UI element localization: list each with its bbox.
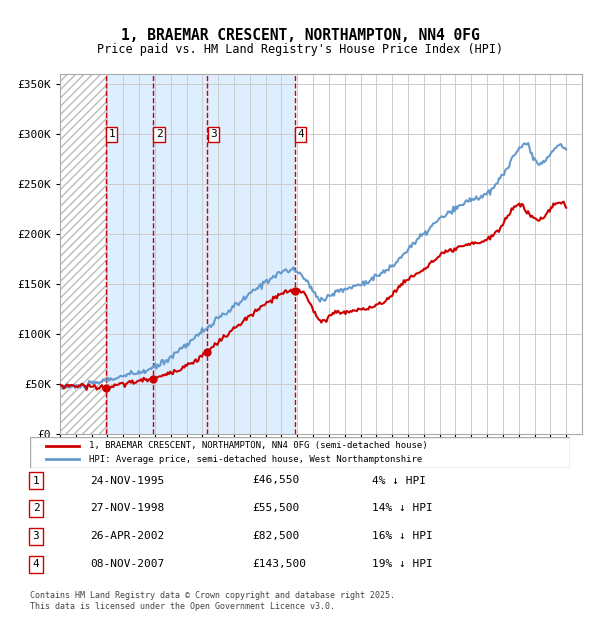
Text: £82,500: £82,500 xyxy=(252,531,299,541)
Text: 4: 4 xyxy=(298,130,304,140)
Text: 1: 1 xyxy=(32,476,40,485)
Text: 1, BRAEMAR CRESCENT, NORTHAMPTON, NN4 0FG (semi-detached house): 1, BRAEMAR CRESCENT, NORTHAMPTON, NN4 0F… xyxy=(89,441,428,450)
Text: 27-NOV-1998: 27-NOV-1998 xyxy=(90,503,164,513)
FancyBboxPatch shape xyxy=(30,437,570,468)
Text: 4: 4 xyxy=(32,559,40,569)
Text: 1, BRAEMAR CRESCENT, NORTHAMPTON, NN4 0FG: 1, BRAEMAR CRESCENT, NORTHAMPTON, NN4 0F… xyxy=(121,28,479,43)
Text: 14% ↓ HPI: 14% ↓ HPI xyxy=(372,503,433,513)
Text: HPI: Average price, semi-detached house, West Northamptonshire: HPI: Average price, semi-detached house,… xyxy=(89,455,422,464)
Text: 19% ↓ HPI: 19% ↓ HPI xyxy=(372,559,433,569)
Text: 3: 3 xyxy=(32,531,40,541)
Text: Contains HM Land Registry data © Crown copyright and database right 2025.
This d: Contains HM Land Registry data © Crown c… xyxy=(30,591,395,611)
Text: 08-NOV-2007: 08-NOV-2007 xyxy=(90,559,164,569)
Text: 24-NOV-1995: 24-NOV-1995 xyxy=(90,476,164,485)
Bar xyxy=(60,74,106,434)
Text: 16% ↓ HPI: 16% ↓ HPI xyxy=(372,531,433,541)
Text: 2: 2 xyxy=(32,503,40,513)
Text: £143,500: £143,500 xyxy=(252,559,306,569)
Bar xyxy=(60,74,295,434)
Text: 3: 3 xyxy=(210,130,217,140)
Text: 26-APR-2002: 26-APR-2002 xyxy=(90,531,164,541)
Text: 2: 2 xyxy=(156,130,163,140)
Text: 4% ↓ HPI: 4% ↓ HPI xyxy=(372,476,426,485)
Text: 1: 1 xyxy=(108,130,115,140)
Text: Price paid vs. HM Land Registry's House Price Index (HPI): Price paid vs. HM Land Registry's House … xyxy=(97,43,503,56)
Text: £46,550: £46,550 xyxy=(252,476,299,485)
Text: £55,500: £55,500 xyxy=(252,503,299,513)
